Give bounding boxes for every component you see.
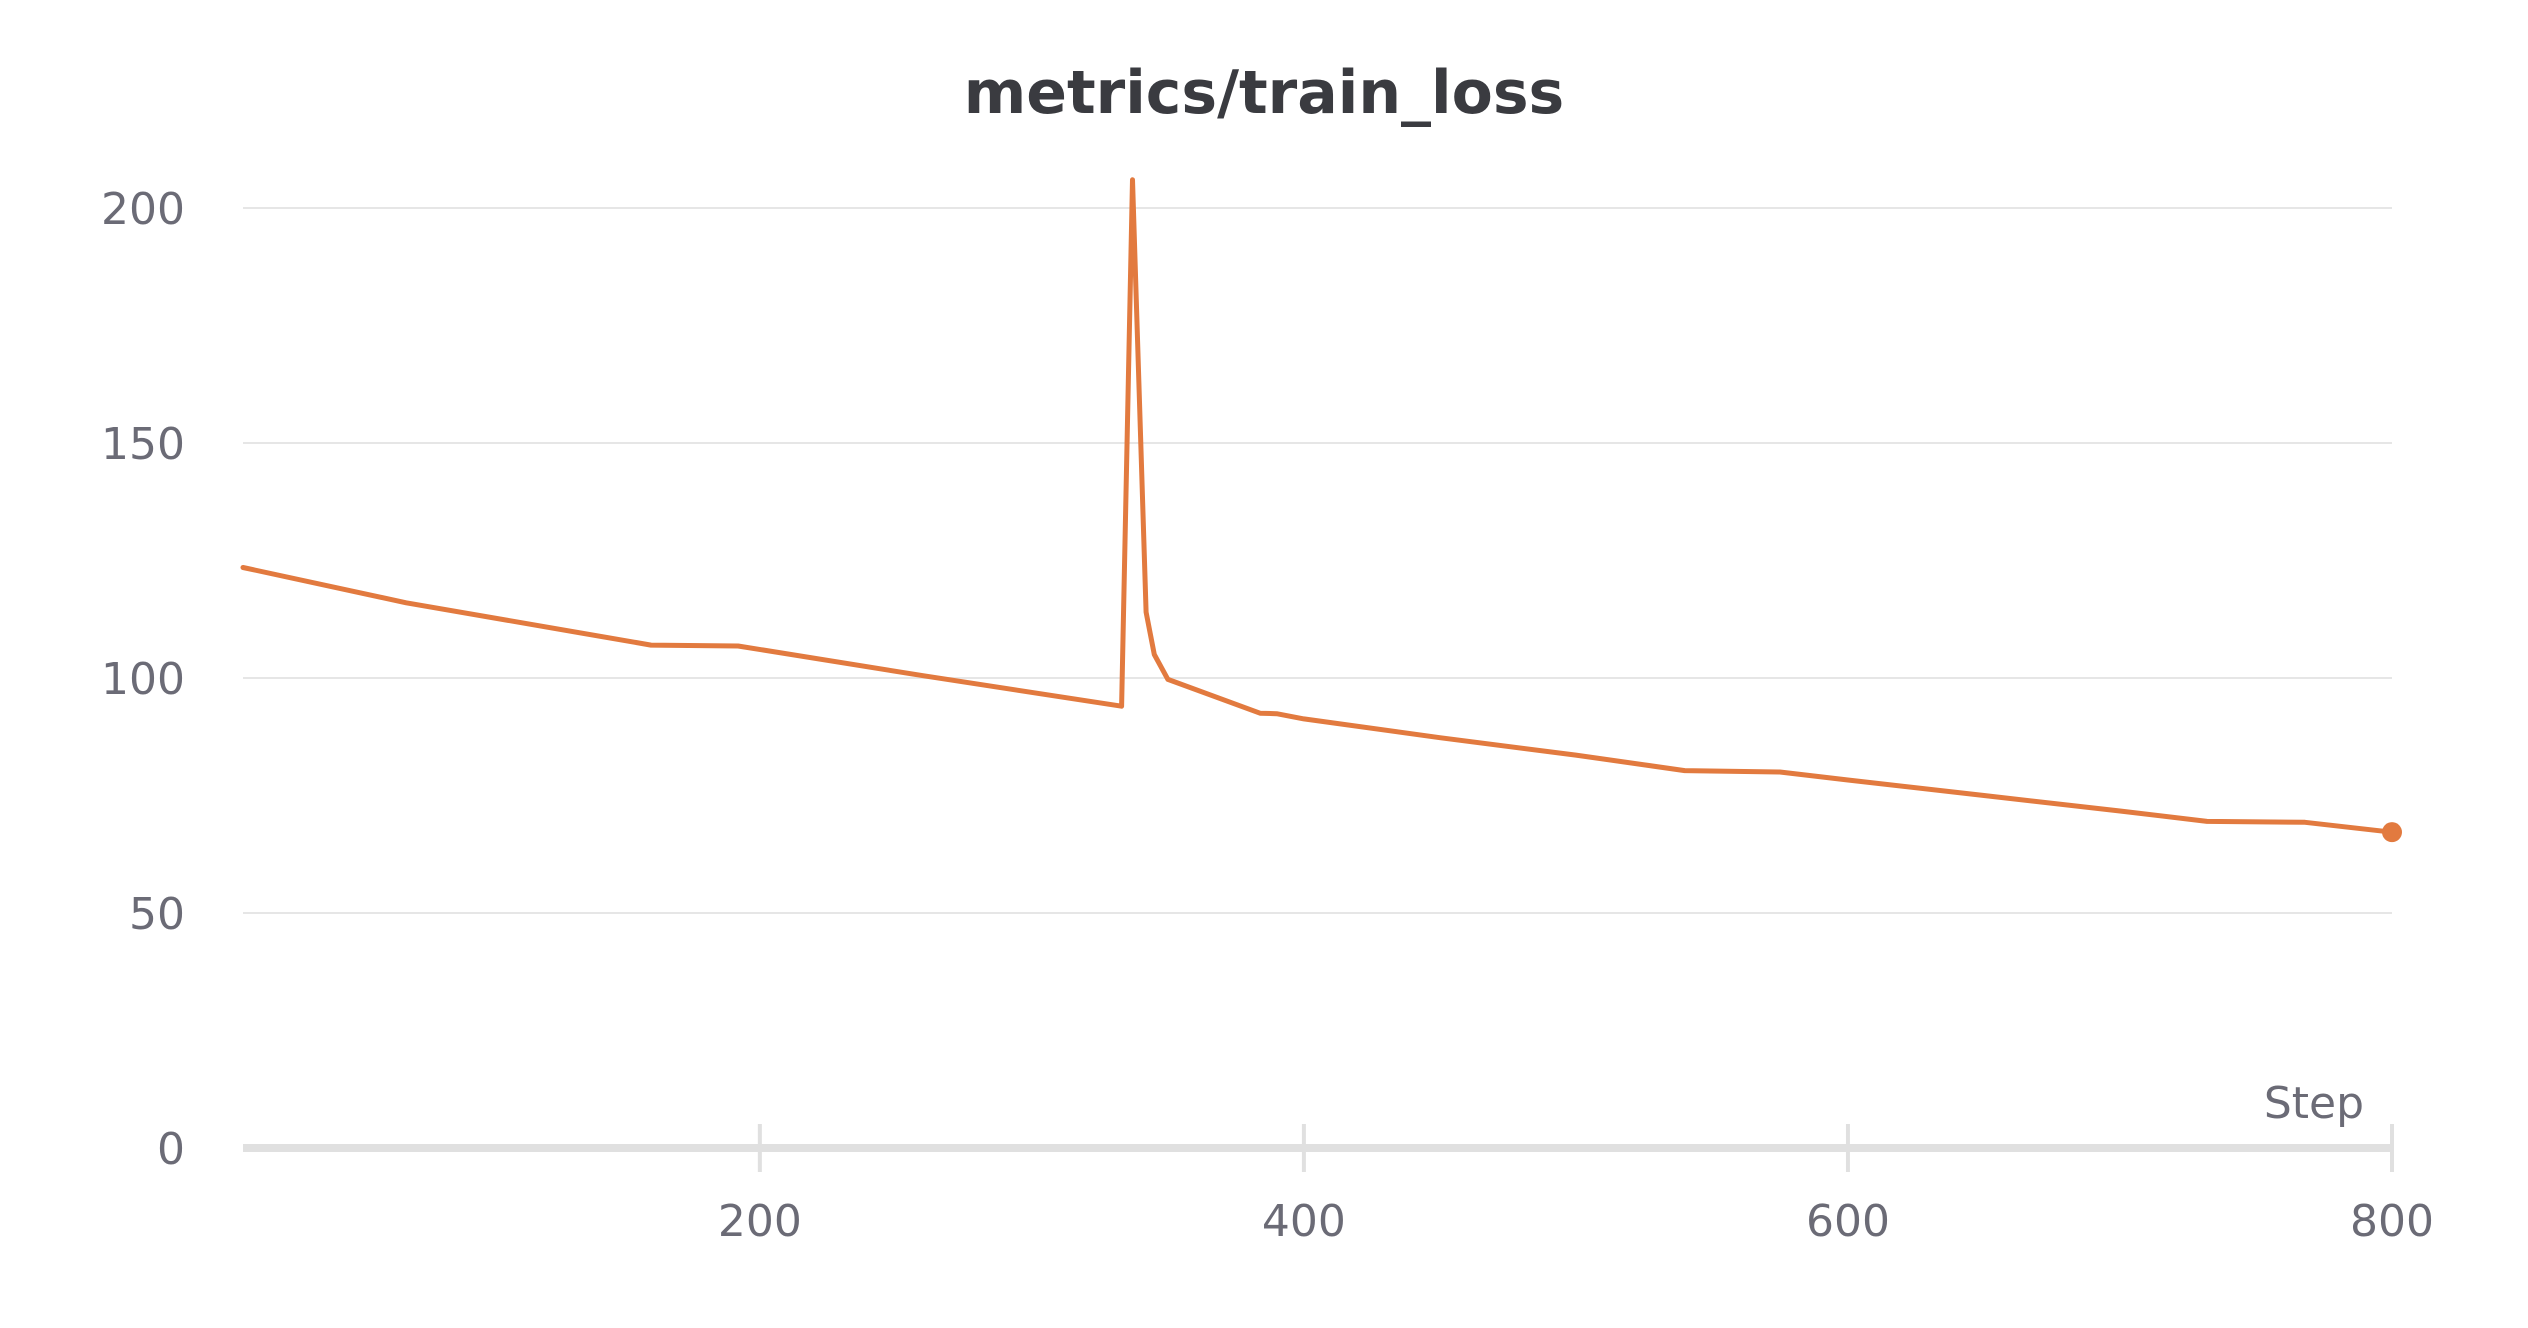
y-tick-label: 200 — [101, 184, 185, 235]
grid-lines — [243, 207, 2392, 914]
x-tick-label: 200 — [718, 1196, 802, 1247]
series-layer — [240, 177, 2402, 843]
series-endpoint-marker — [2382, 822, 2402, 843]
y-tick-label: 50 — [129, 889, 185, 940]
x-axis — [243, 1124, 2394, 1172]
chart-title: metrics/train_loss — [963, 58, 1565, 128]
y-tick-label: 100 — [101, 654, 185, 705]
x-tick-label: 800 — [2350, 1196, 2434, 1247]
x-tick-label: 400 — [1262, 1196, 1346, 1247]
x-tick-label: 600 — [1806, 1196, 1890, 1247]
y-tick-label: 150 — [101, 419, 185, 470]
series-line-0 — [240, 177, 2395, 835]
y-tick-label: 0 — [157, 1124, 185, 1175]
tick-labels: 0 50 100 150 200 200 400 600 800 Step — [101, 184, 2434, 1247]
x-axis-label: Step — [2264, 1078, 2364, 1129]
